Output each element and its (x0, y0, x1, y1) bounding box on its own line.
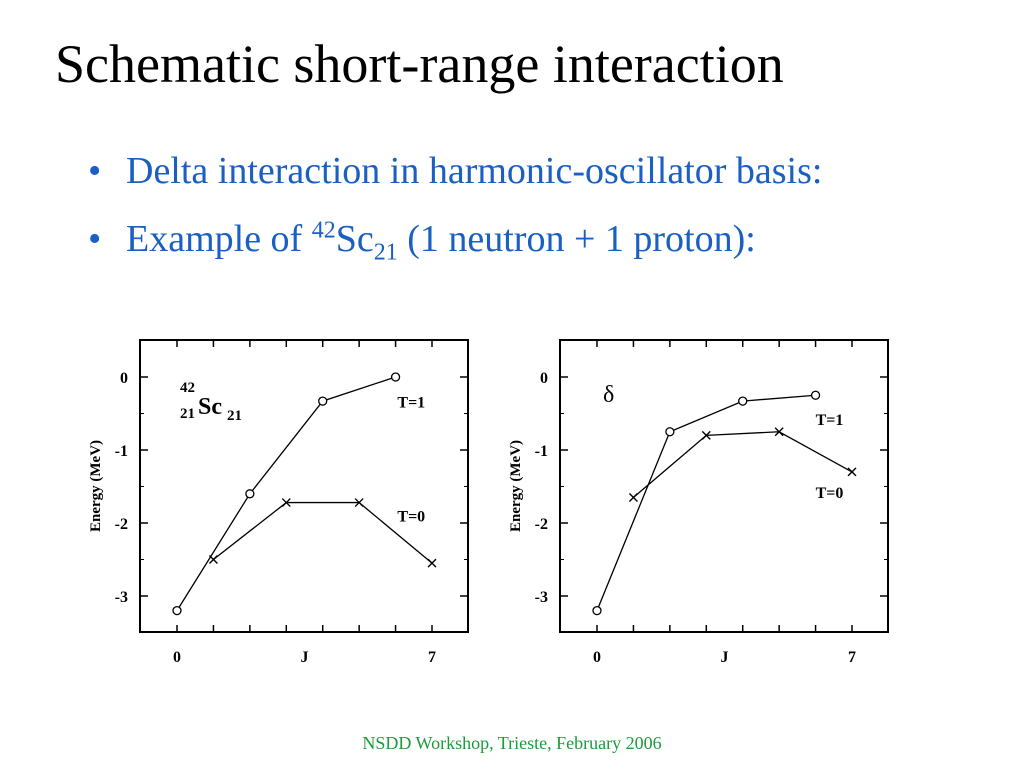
data-point-circle (318, 396, 328, 406)
cross-stroke (701, 430, 711, 440)
series-label-t1: T=1 (397, 395, 425, 412)
cross-stroke (774, 427, 784, 437)
series-line-t1 (596, 394, 816, 611)
data-point-cross (628, 492, 638, 502)
x-tick-label: J (721, 649, 729, 666)
cross-stroke (208, 555, 218, 564)
bullet-list: • Delta interaction in harmonic-oscillat… (88, 148, 822, 284)
series-line-t0 (633, 431, 853, 498)
panel-label-z: 21 (180, 406, 195, 422)
y-tick-label: 0 (120, 370, 128, 387)
data-point-cross (774, 427, 784, 437)
bullet-dot-icon: • (88, 150, 102, 192)
y-axis-label: Energy (MeV) (88, 440, 104, 532)
data-point-circle (592, 605, 602, 616)
y-tick-label: 0 (540, 370, 548, 387)
data-point-cross (701, 430, 711, 440)
series-label-t1: T=1 (816, 412, 844, 429)
data-point-circle (390, 372, 401, 382)
data-point-cross (427, 558, 437, 568)
data-point-cross (208, 555, 218, 564)
cross-stroke (847, 467, 857, 477)
bullet-dot-icon: • (88, 218, 102, 260)
cross-stroke (281, 498, 291, 508)
x-tick-label: 0 (173, 649, 181, 666)
x-tick-label: 7 (428, 649, 436, 666)
cross-stroke (354, 498, 364, 508)
x-tick-label: 0 (593, 649, 601, 666)
series-label-t0: T=0 (816, 485, 844, 502)
cross-stroke (427, 558, 437, 568)
y-tick-label: -3 (115, 589, 128, 606)
panel-label-mass: 42 (180, 380, 195, 396)
y-tick-label: -1 (535, 443, 548, 460)
data-point-circle (172, 605, 182, 616)
panel-label-n: 21 (227, 408, 242, 424)
bullet-prefix: Example of (126, 218, 312, 260)
data-point-cross (281, 498, 291, 508)
cross-stroke (628, 492, 638, 502)
data-point-circle (810, 390, 821, 400)
slide-title: Schematic short-range interaction (55, 34, 784, 94)
bullet-delta-interaction: • Delta interaction in harmonic-oscillat… (88, 148, 822, 194)
data-point-circle (738, 396, 748, 406)
series-label-t0: T=0 (397, 509, 425, 526)
y-tick-label: -3 (535, 589, 548, 606)
chart-delta-spectrum: 0 -1 -2 -3 0 J 7 Energy (MeV) T=1 T=0 δ (508, 339, 889, 666)
neutron-number: 21 (373, 239, 398, 266)
y-tick-label: -2 (115, 516, 128, 533)
x-tick-label: J (301, 649, 309, 666)
y-tick-label: -2 (535, 516, 548, 533)
data-point-cross (847, 467, 857, 477)
series-line-t1 (176, 376, 396, 611)
bullet-suffix: (1 neutron + 1 proton): (397, 218, 756, 260)
mass-number: 42 (311, 217, 336, 244)
x-tick-label: 7 (848, 649, 856, 666)
y-axis-label: Energy (MeV) (508, 440, 524, 532)
panel-label-delta: δ (603, 382, 614, 408)
y-tick-label: -1 (115, 443, 128, 460)
element-symbol: Sc (335, 218, 374, 260)
data-point-circle (245, 489, 255, 499)
bullet-text: Delta interaction in harmonic-oscillator… (126, 150, 823, 192)
bullet-sc42-example: • Example of 42Sc21 (1 neutron + 1 proto… (88, 216, 822, 265)
footer-text: NSDD Workshop, Trieste, February 2006 (362, 733, 662, 753)
data-point-cross (354, 498, 364, 508)
panel-label-element: Sc (198, 394, 222, 420)
series-line-t0 (213, 501, 433, 564)
data-point-circle (665, 427, 675, 437)
